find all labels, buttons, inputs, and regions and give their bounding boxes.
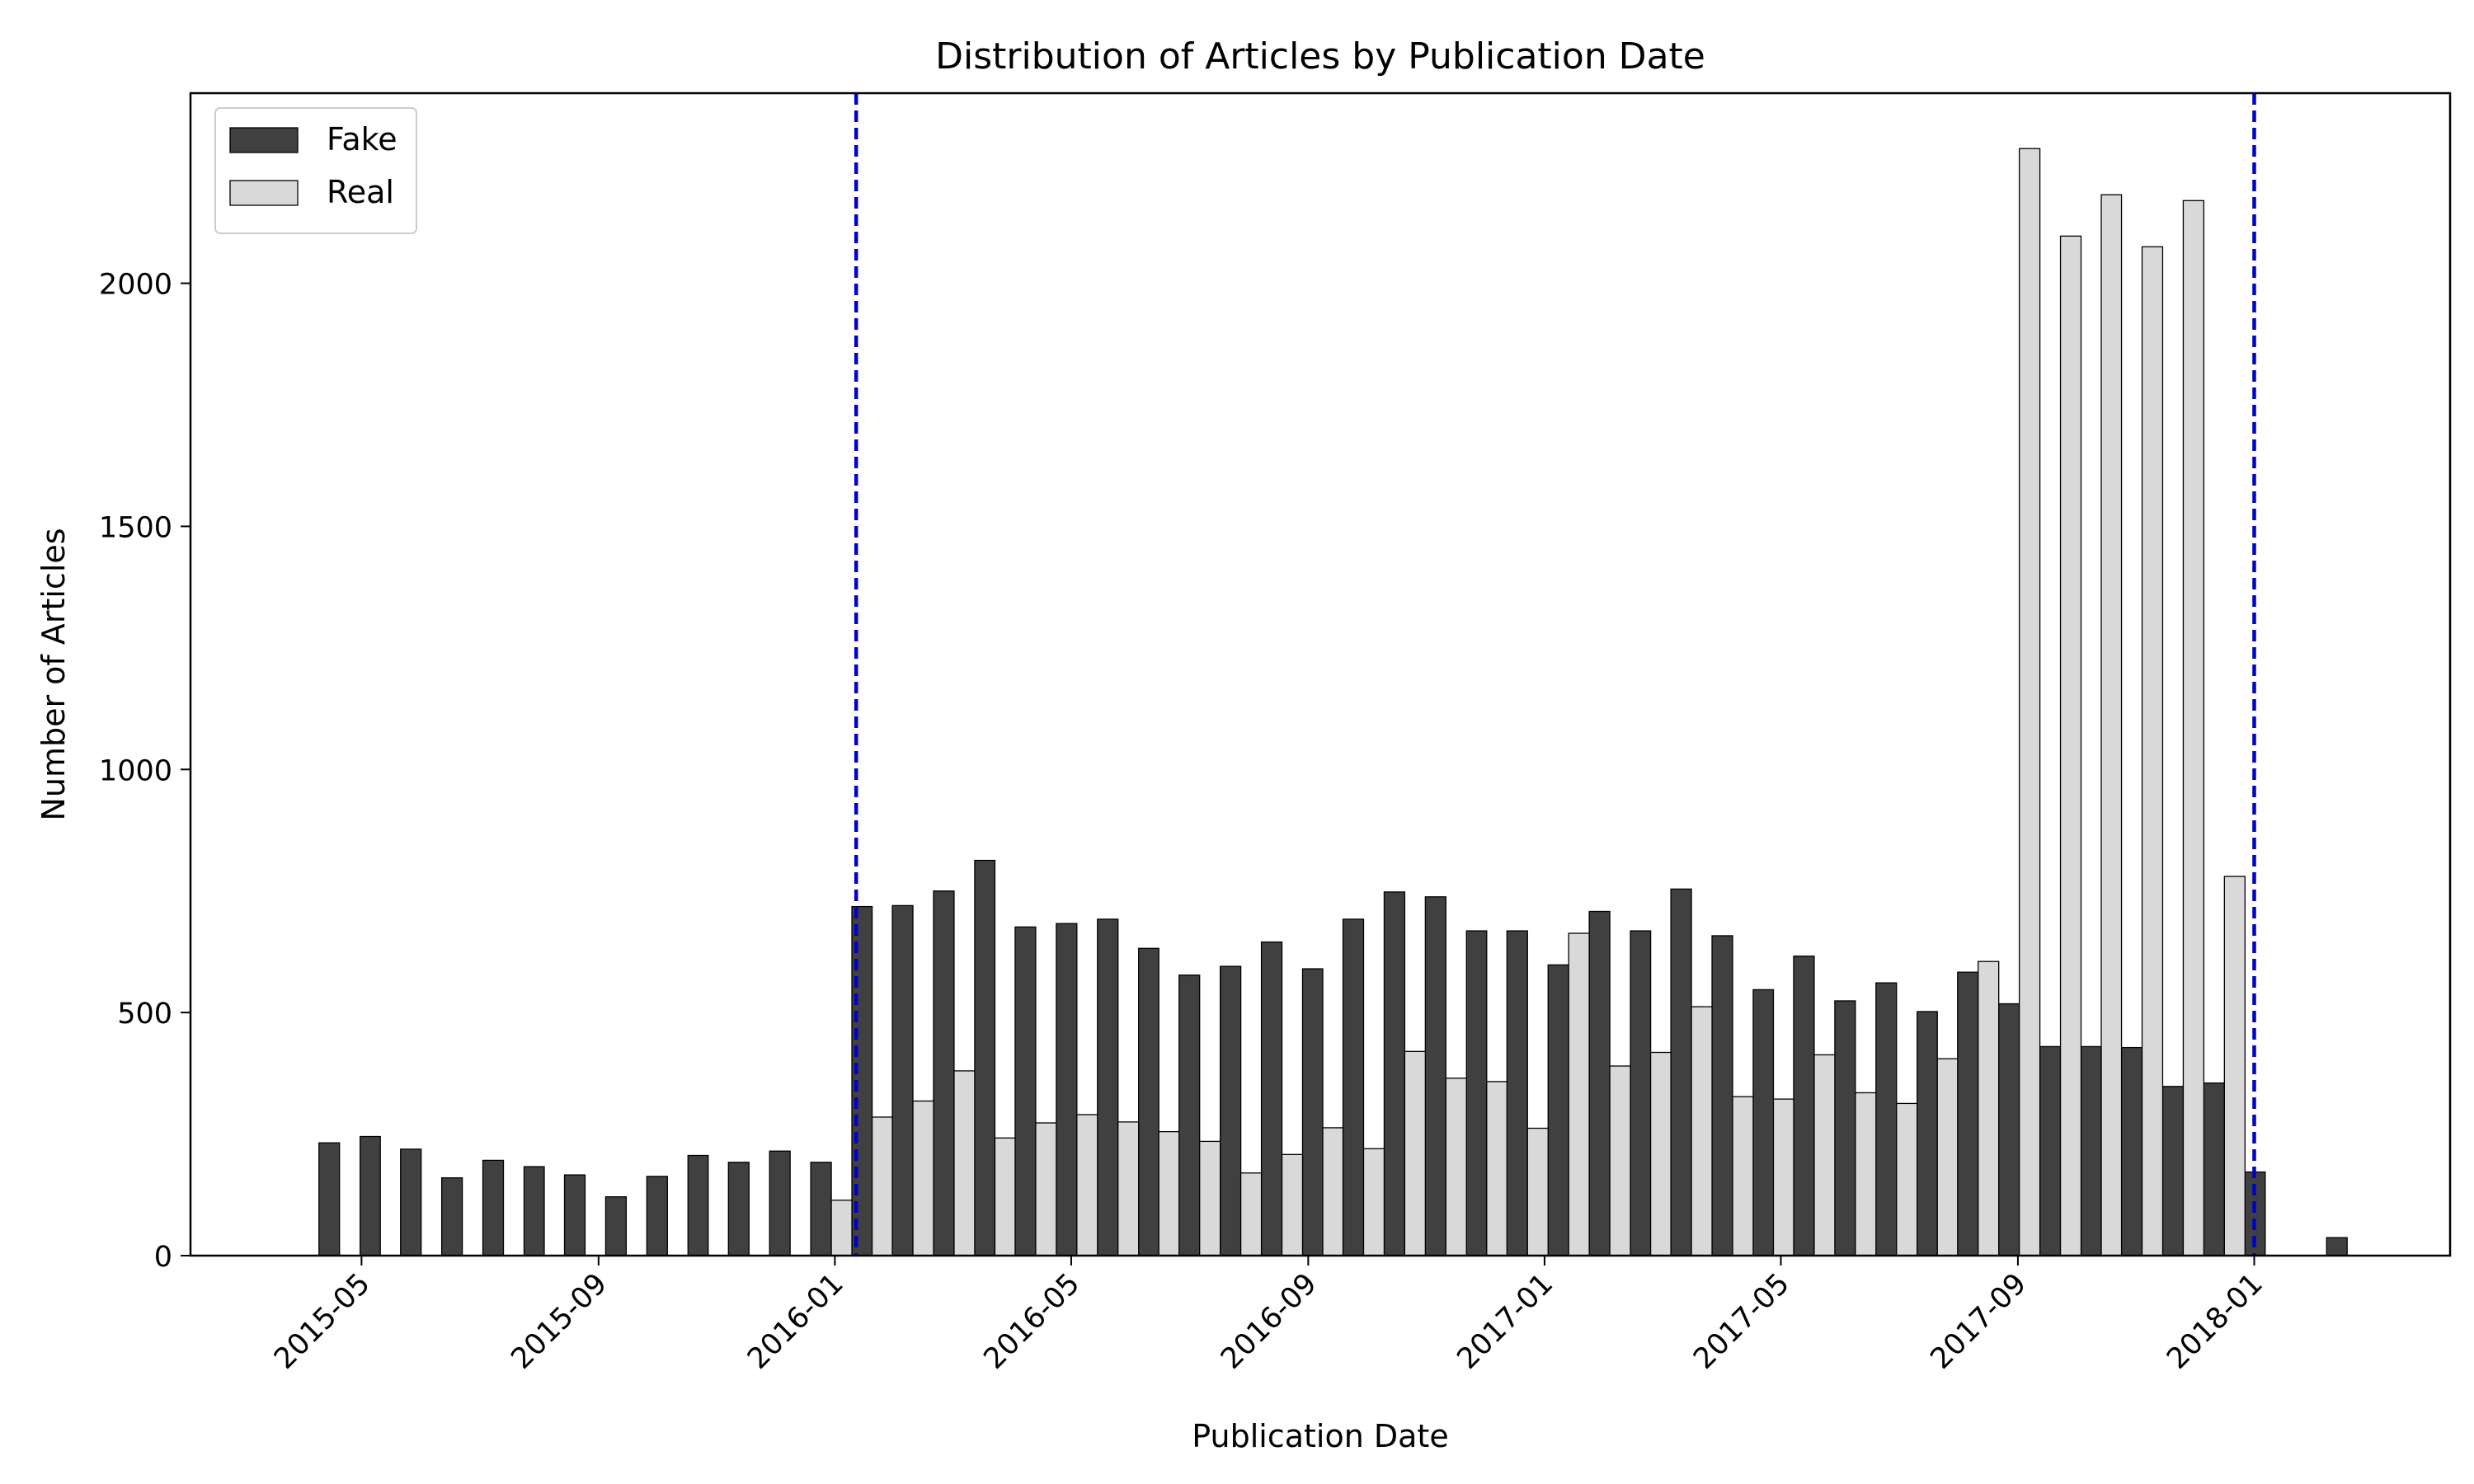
bar: [1609, 1065, 1631, 1256]
bar: [1630, 930, 1652, 1256]
bar: [1445, 1078, 1467, 1256]
bar: [1158, 1130, 1180, 1256]
bar: [1978, 960, 2000, 1256]
bar: [2326, 1237, 2348, 1256]
bar: [891, 904, 914, 1256]
bar: [2141, 246, 2164, 1256]
bar: [1752, 989, 1775, 1256]
bar: [912, 1100, 934, 1256]
bar: [727, 1162, 750, 1256]
bar: [2039, 1045, 2062, 1256]
bar: [1588, 910, 1611, 1256]
bar: [1896, 1102, 1918, 1256]
bar: [1506, 930, 1528, 1256]
bar: [1424, 896, 1446, 1256]
bar: [360, 1135, 381, 1256]
bar: [318, 1142, 341, 1256]
bar: [1056, 923, 1078, 1256]
bar: [1855, 1092, 1877, 1256]
bar: [1322, 1127, 1344, 1256]
bar: [1772, 1098, 1794, 1256]
bar: [1404, 1050, 1427, 1256]
bar: [933, 890, 955, 1256]
bar: [2203, 1082, 2225, 1256]
x-axis-label: Publication Date: [1192, 1418, 1448, 1454]
bar: [1362, 1148, 1385, 1256]
bar: [1670, 888, 1692, 1256]
bar: [1486, 1081, 1507, 1256]
bar: [1649, 1051, 1672, 1256]
bar: [810, 1162, 832, 1256]
bar: [953, 1070, 976, 1256]
bar: [1097, 918, 1119, 1256]
bar: [482, 1159, 505, 1256]
bar: [2223, 876, 2246, 1256]
y-tick-label: 1500: [99, 511, 172, 544]
bar: [1301, 968, 1324, 1256]
bar: [1732, 1096, 1754, 1256]
bar: [1793, 956, 1815, 1256]
bar: [1813, 1054, 1836, 1256]
bar: [687, 1154, 709, 1256]
bar: [769, 1150, 791, 1256]
y-axis-label: Number of Articles: [35, 528, 72, 820]
bar: [1547, 964, 1569, 1256]
bar: [2018, 148, 2041, 1256]
bar: [1568, 932, 1590, 1256]
bar: [1998, 1003, 2020, 1256]
bar: [2161, 1086, 2185, 1256]
bar: [2080, 1045, 2102, 1256]
bar: [2182, 200, 2205, 1256]
bar: [1711, 935, 1733, 1256]
bar: [1014, 926, 1037, 1256]
bar: [2059, 235, 2082, 1256]
bar: [440, 1176, 463, 1256]
bar: [1691, 1006, 1713, 1256]
bar: [2120, 1046, 2143, 1256]
bar: [2100, 194, 2123, 1256]
bar: [994, 1137, 1016, 1256]
chart-title: Distribution of Articles by Publication …: [935, 35, 1705, 77]
y-tick-label: 500: [117, 998, 172, 1031]
bar: [1917, 1011, 1938, 1256]
bar: [1526, 1127, 1549, 1256]
bar: [523, 1166, 545, 1256]
bar: [646, 1176, 668, 1256]
bar: [1936, 1058, 1959, 1256]
bar: [563, 1174, 586, 1256]
bar: [1138, 947, 1159, 1256]
legend-label: Fake: [327, 121, 397, 157]
bar: [1260, 941, 1283, 1256]
bar: [1465, 930, 1488, 1256]
y-tick-label: 1000: [99, 754, 172, 787]
y-tick-label: 0: [154, 1241, 172, 1274]
bar: [1076, 1114, 1098, 1256]
bar: [1281, 1153, 1304, 1256]
legend-label: Real: [327, 174, 394, 210]
bar: [830, 1200, 853, 1256]
bar: [1035, 1122, 1057, 1256]
bar: [400, 1148, 422, 1256]
bar: [1957, 971, 1979, 1256]
bar: [1834, 1000, 1856, 1256]
bar: [1342, 918, 1365, 1256]
bar: [1117, 1121, 1140, 1256]
y-tick-label: 2000: [99, 269, 172, 302]
bar: [1875, 982, 1898, 1256]
bar: [604, 1195, 628, 1256]
plot-frame: [189, 92, 2452, 1257]
bar: [1199, 1140, 1221, 1256]
legend-swatch: [229, 127, 299, 153]
bar: [1220, 965, 1242, 1256]
bar: [1383, 891, 1406, 1256]
bar: [974, 859, 996, 1256]
bar: [871, 1116, 893, 1256]
legend-swatch: [229, 180, 299, 206]
bar: [1239, 1172, 1263, 1256]
bar: [1178, 974, 1201, 1256]
